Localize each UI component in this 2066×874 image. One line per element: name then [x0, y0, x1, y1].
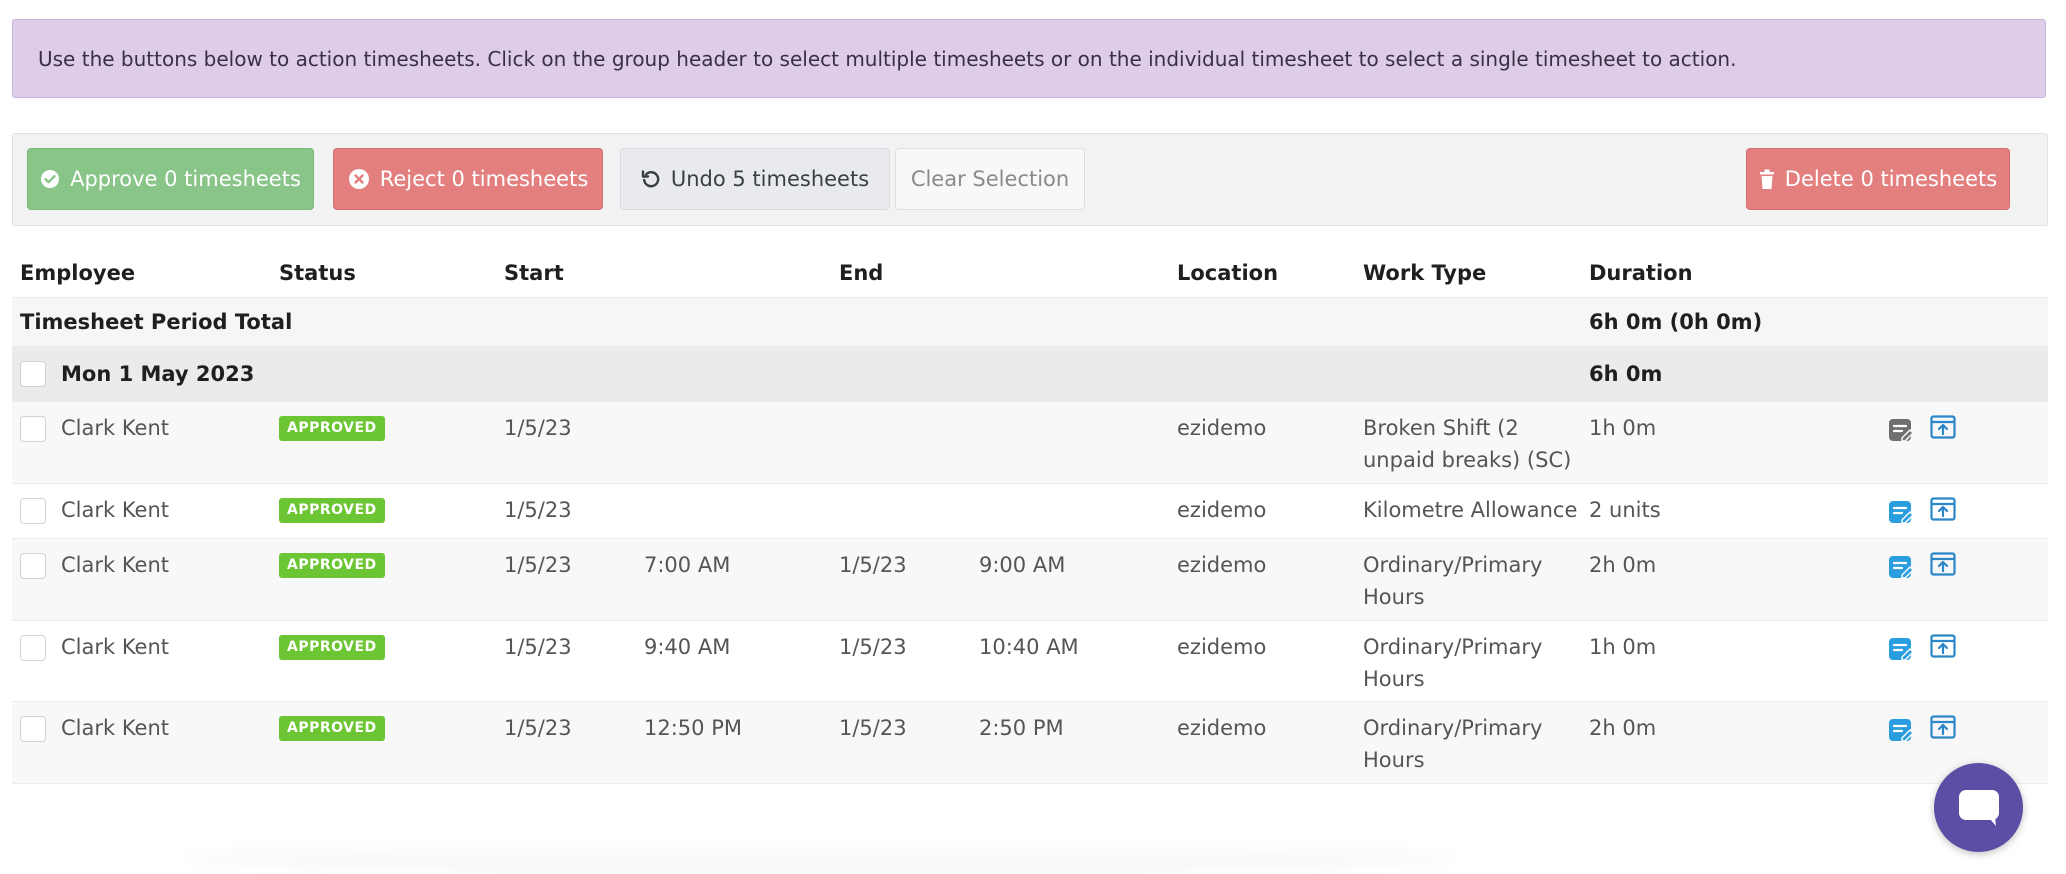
timesheet-table: Employee Status Start End Location Work …	[12, 247, 2048, 784]
status-badge: APPROVED	[279, 553, 385, 578]
end-time: 2:50 PM	[979, 716, 1064, 740]
table-row[interactable]: Clark Kent APPROVED 1/5/23 7:00 AM 1/5/2…	[12, 539, 2048, 621]
employee-name[interactable]: Clark Kent	[61, 553, 170, 577]
end-time: 10:40 AM	[979, 635, 1079, 659]
work-type: Ordinary/Primary Hours	[1363, 716, 1543, 772]
attachment-window-icon[interactable]	[1929, 713, 1957, 741]
attachment-window-icon[interactable]	[1929, 550, 1957, 578]
start-date: 1/5/23	[504, 716, 572, 740]
location: ezidemo	[1177, 553, 1267, 577]
start-time: 12:50 PM	[644, 716, 742, 740]
group-duration: 6h 0m	[1589, 362, 1663, 386]
location: ezidemo	[1177, 635, 1267, 659]
bottom-shadow	[180, 840, 1460, 874]
end-date: 1/5/23	[839, 553, 907, 577]
reject-button[interactable]: Reject 0 timesheets	[333, 148, 603, 210]
location: ezidemo	[1177, 716, 1267, 740]
attachment-window-icon[interactable]	[1929, 632, 1957, 660]
undo-button[interactable]: Undo 5 timesheets	[620, 148, 890, 210]
location: ezidemo	[1177, 416, 1267, 440]
clear-label: Clear Selection	[910, 167, 1070, 191]
row-checkbox[interactable]	[20, 716, 46, 742]
instruction-text: Use the buttons below to action timeshee…	[38, 46, 1737, 71]
table-row[interactable]: Clark Kent APPROVED 1/5/23 ezidemo Kilom…	[12, 484, 2048, 539]
attachment-window-icon[interactable]	[1929, 495, 1957, 523]
reject-label: Reject 0 timesheets	[379, 167, 589, 191]
instruction-banner: Use the buttons below to action timeshee…	[12, 19, 2046, 98]
approve-label: Approve 0 timesheets	[70, 167, 301, 191]
column-employee[interactable]: Employee	[20, 261, 136, 285]
status-badge: APPROVED	[279, 716, 385, 741]
duration: 2 units	[1589, 498, 1661, 522]
note-blue-icon[interactable]	[1887, 553, 1915, 581]
row-checkbox[interactable]	[20, 416, 46, 442]
start-date: 1/5/23	[504, 416, 572, 440]
check-circle-icon	[41, 170, 60, 188]
group-date-label[interactable]: Mon 1 May 2023	[61, 362, 255, 386]
delete-label: Delete 0 timesheets	[1784, 167, 1998, 191]
duration: 2h 0m	[1589, 553, 1657, 577]
period-total-row: Timesheet Period Total 6h 0m (0h 0m)	[12, 298, 2048, 347]
group-header-row[interactable]: Mon 1 May 2023 6h 0m	[12, 347, 2048, 402]
note-blue-icon[interactable]	[1887, 498, 1915, 526]
work-type: Kilometre Allowance	[1363, 498, 1578, 522]
trash-icon	[1759, 169, 1774, 189]
status-badge: APPROVED	[279, 635, 385, 660]
employee-name[interactable]: Clark Kent	[61, 416, 170, 440]
delete-button[interactable]: Delete 0 timesheets	[1746, 148, 2010, 210]
start-time: 7:00 AM	[644, 553, 731, 577]
status-badge: APPROVED	[279, 498, 385, 523]
column-start[interactable]: Start	[504, 261, 564, 285]
location: ezidemo	[1177, 498, 1267, 522]
group-checkbox[interactable]	[20, 361, 46, 387]
chat-bubble-icon	[1958, 789, 1999, 826]
table-row[interactable]: Clark Kent APPROVED 1/5/23 ezidemo Broke…	[12, 402, 2048, 484]
start-date: 1/5/23	[504, 498, 572, 522]
status-badge: APPROVED	[279, 416, 385, 441]
end-time: 9:00 AM	[979, 553, 1066, 577]
clear-selection-button[interactable]: Clear Selection	[895, 148, 1085, 210]
start-time: 9:40 AM	[644, 635, 731, 659]
period-total-duration: 6h 0m (0h 0m)	[1589, 310, 1763, 334]
note-blue-icon[interactable]	[1887, 716, 1915, 744]
work-type: Ordinary/Primary Hours	[1363, 553, 1543, 609]
undo-icon	[641, 170, 660, 188]
row-checkbox[interactable]	[20, 498, 46, 524]
approve-button[interactable]: Approve 0 timesheets	[27, 148, 314, 210]
row-checkbox[interactable]	[20, 635, 46, 661]
employee-name[interactable]: Clark Kent	[61, 716, 170, 740]
column-location[interactable]: Location	[1177, 261, 1279, 285]
row-checkbox[interactable]	[20, 553, 46, 579]
x-circle-icon	[348, 169, 369, 189]
column-end[interactable]: End	[839, 261, 884, 285]
duration: 2h 0m	[1589, 716, 1657, 740]
duration: 1h 0m	[1589, 635, 1657, 659]
note-grey-icon[interactable]	[1887, 416, 1915, 444]
column-work-type[interactable]: Work Type	[1363, 261, 1487, 285]
undo-label: Undo 5 timesheets	[670, 167, 870, 191]
column-status[interactable]: Status	[279, 261, 356, 285]
attachment-window-icon[interactable]	[1929, 413, 1957, 441]
employee-name[interactable]: Clark Kent	[61, 498, 170, 522]
action-toolbar: Approve 0 timesheets Reject 0 timesheets…	[12, 133, 2048, 226]
chat-launcher-button[interactable]	[1934, 763, 2023, 852]
note-blue-icon[interactable]	[1887, 635, 1915, 663]
start-date: 1/5/23	[504, 635, 572, 659]
table-header: Employee Status Start End Location Work …	[12, 247, 2048, 298]
table-row[interactable]: Clark Kent APPROVED 1/5/23 12:50 PM 1/5/…	[12, 702, 2048, 784]
end-date: 1/5/23	[839, 635, 907, 659]
employee-name[interactable]: Clark Kent	[61, 635, 170, 659]
period-total-label: Timesheet Period Total	[20, 310, 293, 334]
work-type: Ordinary/Primary Hours	[1363, 635, 1543, 691]
table-row[interactable]: Clark Kent APPROVED 1/5/23 9:40 AM 1/5/2…	[12, 621, 2048, 702]
end-date: 1/5/23	[839, 716, 907, 740]
column-duration[interactable]: Duration	[1589, 261, 1693, 285]
start-date: 1/5/23	[504, 553, 572, 577]
duration: 1h 0m	[1589, 416, 1657, 440]
work-type: Broken Shift (2 unpaid breaks) (SC)	[1363, 416, 1572, 472]
